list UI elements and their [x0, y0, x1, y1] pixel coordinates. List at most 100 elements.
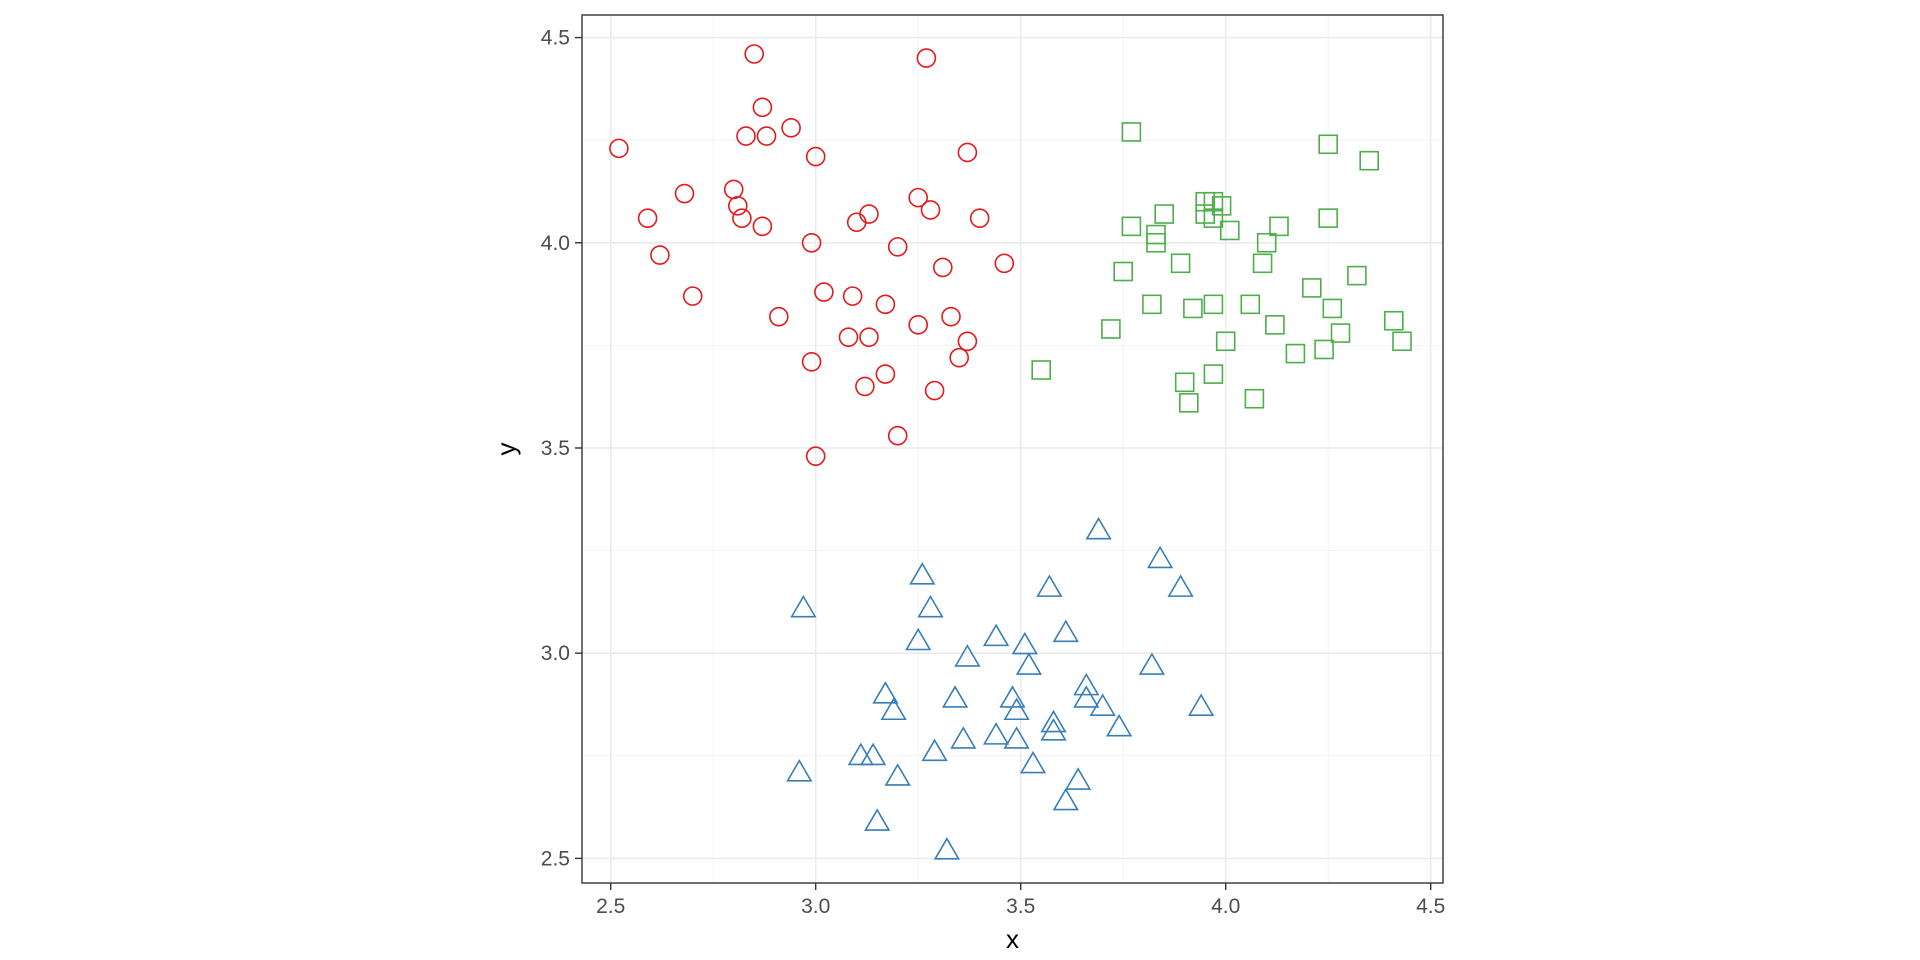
y-axis-title: y [491, 443, 521, 456]
circle-point [814, 282, 834, 302]
circle-point [908, 315, 929, 335]
circle-point [846, 212, 867, 233]
circle-point [768, 306, 789, 327]
circle-point [801, 351, 822, 372]
triangle-point [790, 594, 817, 618]
circle-point [756, 126, 777, 146]
triangle-point [1187, 693, 1215, 716]
square-point [1318, 208, 1338, 228]
circle-point [855, 376, 875, 397]
circle-point [736, 126, 756, 146]
square-point [1252, 253, 1273, 274]
square-point [1347, 265, 1367, 286]
triangle-point [941, 685, 969, 708]
triangle-point [917, 594, 944, 618]
triangle-point [909, 562, 936, 585]
square-point [1265, 315, 1285, 335]
square-point [1330, 323, 1351, 343]
series-circle-points [609, 44, 1015, 466]
series-square-points [1031, 122, 1412, 413]
circle-point [875, 364, 896, 384]
square-point [1121, 216, 1142, 237]
y-tick-label: 4.0 [541, 232, 570, 255]
circle-point [887, 237, 908, 257]
triangle-point [880, 697, 907, 721]
square-point [1174, 372, 1195, 393]
circle-point [727, 196, 748, 216]
square-point [1322, 298, 1343, 319]
triangle-point [1015, 652, 1043, 675]
circle-point [916, 48, 937, 68]
plot-panel-border [581, 14, 1444, 884]
square-point [1101, 319, 1121, 339]
x-tick-label: 4.5 [1416, 895, 1445, 918]
triangle-point [1011, 631, 1038, 655]
square-point [1203, 364, 1224, 384]
square-point [1302, 278, 1322, 298]
square-point [1146, 232, 1166, 253]
triangle-point [1064, 767, 1092, 790]
triangle-point [921, 738, 948, 762]
circle-point [674, 183, 695, 204]
triangle-point [1040, 709, 1067, 733]
square-point [1121, 122, 1142, 142]
triangle-point [1105, 713, 1133, 737]
circle-point [924, 380, 945, 401]
circle-point [994, 253, 1015, 274]
square-point [1179, 393, 1199, 413]
square-point [1318, 134, 1338, 155]
x-tick-label: 4.0 [1211, 895, 1240, 918]
data-points [609, 44, 1412, 860]
triangle-point [872, 681, 899, 704]
square-point [1240, 294, 1261, 315]
square-point [1314, 339, 1334, 360]
circle-point [752, 216, 773, 237]
x-tick-label: 3.5 [1006, 895, 1035, 918]
y-tick-label: 2.5 [541, 847, 570, 870]
circle-point [932, 257, 953, 278]
square-point [1384, 310, 1404, 331]
triangle-point [905, 627, 932, 651]
square-point [1256, 232, 1277, 253]
square-point [1031, 360, 1051, 380]
triangle-point [1036, 574, 1063, 597]
triangle-point [1052, 787, 1079, 811]
circle-point [723, 179, 744, 200]
y-tick-label: 4.5 [541, 27, 570, 50]
circle-point [805, 146, 826, 167]
triangle-point [1019, 750, 1047, 774]
circle-point [744, 44, 765, 64]
square-point [1154, 204, 1174, 224]
circle-point [682, 286, 703, 306]
triangle-point [1040, 718, 1067, 741]
circle-point [842, 286, 863, 306]
circle-point [781, 118, 801, 138]
circle-point [941, 306, 961, 327]
triangle-point [859, 742, 887, 766]
circle-point [957, 331, 978, 352]
triangle-point [786, 759, 813, 782]
triangle-point [1138, 652, 1166, 675]
triangle-point [1146, 545, 1174, 569]
triangle-point [1003, 726, 1030, 749]
x-tick-label: 2.5 [596, 895, 625, 918]
triangle-point [1073, 672, 1100, 696]
triangle-point [847, 742, 874, 766]
x-tick-label: 3.0 [801, 895, 830, 918]
triangle-point [950, 726, 977, 749]
square-point [1392, 331, 1412, 352]
square-point [1359, 150, 1379, 171]
square-point [1203, 294, 1224, 315]
series-triangle-points [786, 516, 1215, 860]
square-point [1142, 294, 1162, 315]
circle-point [805, 446, 826, 466]
circle-point [957, 142, 978, 163]
circle-point [732, 208, 752, 228]
triangle-point [1003, 697, 1030, 721]
circle-point [752, 97, 773, 118]
circle-point [920, 200, 941, 220]
circle-point [875, 294, 896, 315]
triangle-point [1085, 516, 1112, 540]
